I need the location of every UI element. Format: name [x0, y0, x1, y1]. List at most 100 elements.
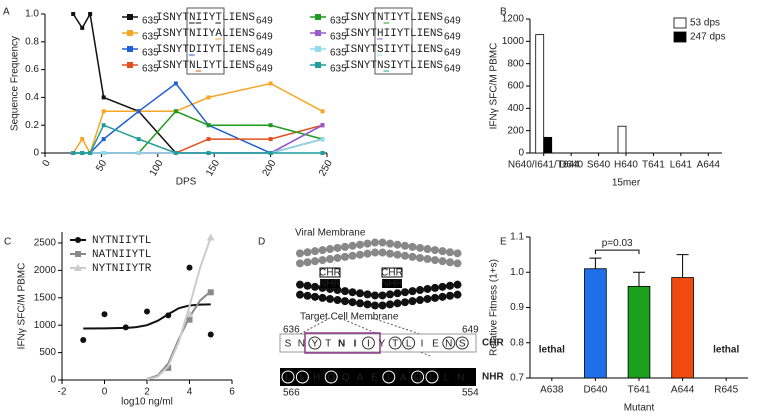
lipid-head [438, 292, 447, 301]
point [320, 137, 325, 142]
lipid-head [311, 247, 319, 256]
legend-marker [127, 30, 133, 36]
residue-circle [425, 370, 439, 384]
x-axis-label: log10 ng/ml [121, 397, 173, 408]
legend-start: 635 [330, 16, 347, 27]
legend-marker [127, 62, 133, 68]
residue: L [444, 373, 450, 384]
residue: L [285, 373, 291, 384]
lipid-head [303, 258, 312, 267]
legend-label: ISNYTNIIYALIENS [156, 28, 255, 40]
bar [617, 125, 627, 154]
lipid-head [386, 290, 394, 299]
lipid-head [386, 300, 394, 309]
lipid-head [408, 297, 417, 306]
residue-circle [295, 370, 309, 384]
legend-marker [127, 46, 133, 52]
residue: A [357, 373, 364, 384]
x-tick-label: T641 [628, 385, 651, 396]
residue-circle [361, 336, 375, 350]
x-tick-label: H640 [614, 160, 638, 171]
lipid-head [446, 248, 454, 257]
x-tick-label: T641 [642, 160, 665, 171]
x-tick-label: N640/I641/T644 [508, 160, 580, 171]
residue: T [325, 339, 331, 350]
lipid-head [378, 248, 387, 257]
domain-label: NHR [482, 372, 504, 383]
fit-curve [83, 303, 211, 330]
legend-label: ISNYTHIIYTLIENS [344, 28, 443, 40]
lipid-head [446, 258, 454, 267]
y-axis-label: IFNγ SFC/M PBMC [17, 263, 28, 350]
lipid-head [408, 252, 417, 261]
point [320, 151, 325, 155]
x-tick-label: -2 [58, 387, 67, 398]
y-tick-label: 400 [507, 103, 524, 114]
panel-label: E [500, 237, 507, 248]
panel-label: D [258, 237, 265, 248]
bar [627, 285, 651, 379]
lipid-head [363, 300, 372, 309]
domain-label: CHR [381, 268, 403, 279]
y-tick-label: 0.8 [510, 337, 524, 348]
y-tick-label: 2500 [34, 238, 57, 249]
legend-end: 649 [256, 64, 273, 75]
residue-number: 554 [462, 388, 479, 399]
lipid-head [318, 246, 327, 255]
residue: T [392, 339, 398, 350]
lipid-head [393, 299, 402, 308]
point [207, 289, 214, 296]
legend-label: ISNYTNSIYTLIENS [344, 60, 443, 72]
residue-circle [455, 336, 469, 350]
x-tick-label: D640 [559, 160, 583, 171]
lipid-head [311, 282, 319, 291]
residue: N [457, 373, 464, 384]
point [165, 312, 172, 319]
residue-number: 649 [462, 325, 479, 336]
point [80, 336, 87, 343]
x-tick-label: S640 [587, 160, 611, 171]
y-tick-label: 600 [507, 81, 524, 92]
point [268, 151, 273, 155]
lipid-head [446, 291, 454, 300]
point [71, 12, 76, 16]
legend-end: 649 [256, 48, 273, 59]
legend-label: 247 dps [690, 32, 726, 43]
lipid-head [393, 250, 402, 259]
lipid-head [446, 281, 454, 290]
point [136, 151, 141, 155]
point [136, 137, 141, 142]
legend-label: NATNIIYTL [92, 249, 151, 261]
point [186, 264, 193, 271]
legend-start: 635 [142, 48, 159, 59]
legend-end: 649 [444, 32, 461, 43]
residue: I [354, 339, 357, 350]
point [101, 123, 106, 128]
lipid-head [423, 255, 432, 264]
lipid-head [348, 251, 357, 260]
x-tick-label: A644 [697, 160, 721, 171]
legend-marker [315, 62, 321, 68]
legend-marker [127, 14, 133, 20]
y-tick-label: 0 [33, 148, 39, 159]
fit-curve [146, 237, 212, 381]
legend-marker [315, 30, 321, 36]
series-line [73, 82, 323, 154]
legend-start: 635 [330, 64, 347, 75]
bar [543, 136, 553, 154]
y-tick-label: 1.0 [25, 9, 39, 20]
significance-bracket [594, 249, 640, 255]
lipid-head [341, 252, 349, 261]
domain-label: NHR [319, 279, 341, 290]
x-tick-label: A638 [540, 385, 564, 396]
point [173, 151, 178, 155]
lipid-head [371, 301, 379, 310]
lipid-head [431, 283, 439, 292]
x-tick-label: 2 [144, 387, 150, 398]
highlight-box [304, 332, 381, 354]
point [101, 311, 108, 318]
legend-marker [74, 264, 82, 271]
panel-label: B [500, 7, 507, 18]
